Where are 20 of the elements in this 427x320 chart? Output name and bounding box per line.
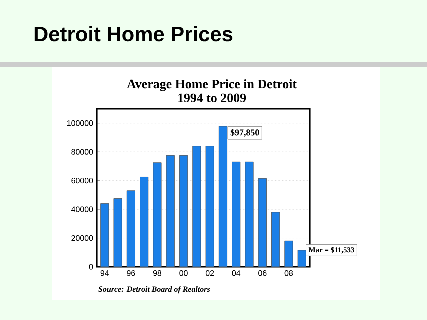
bar [258, 178, 267, 268]
bar [245, 162, 254, 268]
bar [140, 177, 149, 268]
text: Detroit Home Prices [34, 26, 233, 42]
bar [180, 155, 188, 268]
bar [284, 240, 294, 268]
bar [218, 126, 228, 268]
bar [192, 146, 202, 268]
chart-subtitle: 1994 to 2009 [178, 94, 246, 103]
bar [153, 162, 162, 268]
chart-title: Average Home Price in Detroit [127, 79, 297, 92]
bar [298, 250, 306, 268]
bar [114, 198, 122, 268]
bar [126, 190, 136, 268]
bar [272, 212, 280, 268]
bar [166, 155, 175, 268]
annotation: $97,850 [230, 129, 260, 138]
bar [232, 162, 241, 268]
bar [100, 204, 110, 268]
bar [206, 146, 214, 268]
